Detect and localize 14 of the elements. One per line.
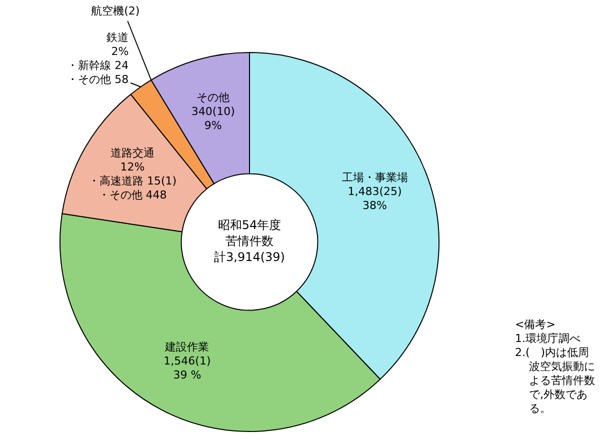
data-label: 1,483(25) 38% bbox=[348, 184, 402, 212]
slice-label: 工場・事業場 bbox=[342, 170, 408, 184]
slice-label: その他 bbox=[196, 90, 230, 104]
slice-label: 鉄道 bbox=[106, 31, 129, 44]
data-label: 340(10) 9% bbox=[191, 104, 235, 132]
text: 2% ・新幹線 24 ・その他 58 bbox=[67, 45, 129, 86]
text: 12% ・高速道路 15(1) ・その他 448 bbox=[88, 160, 177, 202]
text: 昭和54年度苦情件数 bbox=[218, 218, 282, 248]
category-label: 航空機(2) bbox=[91, 4, 140, 18]
data-label: 1,546(1) 39 % bbox=[164, 354, 211, 382]
text: 計3,914(39) bbox=[214, 250, 285, 264]
slice-label: 道路交通 bbox=[110, 146, 155, 160]
text: <備考> 1.環境庁調べ 2.( )内は低周波空気振動による苦情件数で,外数である。 bbox=[515, 318, 596, 416]
slice-label: 建設作業 bbox=[164, 340, 210, 354]
